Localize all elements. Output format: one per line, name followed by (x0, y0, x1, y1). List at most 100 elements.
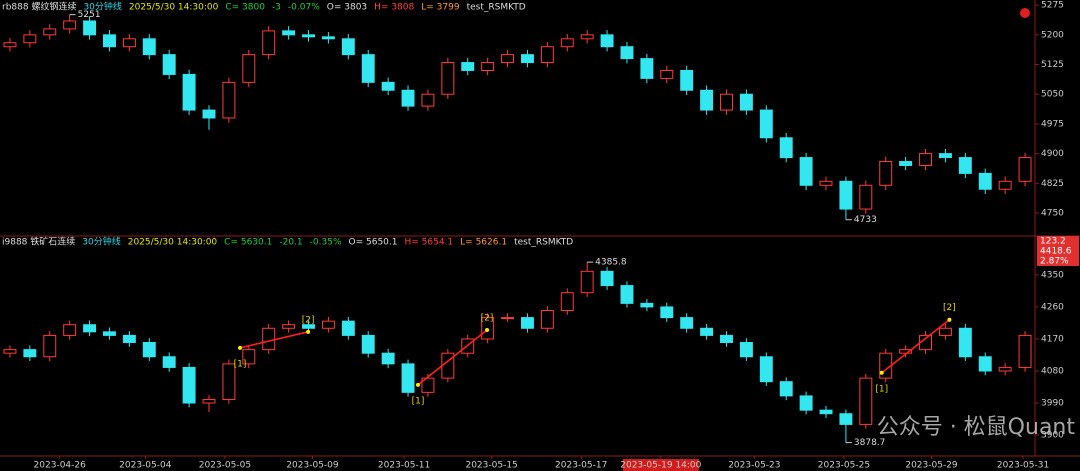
candle-body (938, 153, 952, 159)
candle-body (262, 327, 276, 351)
info-text: 30分钟线 (83, 1, 121, 13)
candle-body (620, 46, 634, 60)
candle-body (83, 324, 97, 333)
candle-body (302, 324, 315, 329)
candle-body (381, 81, 395, 91)
y-tick-label: 4975 (1041, 119, 1064, 129)
signal-point (485, 328, 490, 333)
y-tick-label: 3990 (1041, 399, 1064, 409)
candle-body (560, 292, 574, 311)
y-tick-label: 5200 (1041, 30, 1064, 40)
y-tick-label: 4750 (1041, 208, 1064, 218)
y-tick-label: 3900 (1041, 431, 1064, 441)
x-tick-label: 2023-05-25 (818, 461, 870, 471)
candle-body (819, 180, 833, 186)
candle-body (162, 356, 176, 368)
candle-body (799, 395, 813, 411)
candle-body (501, 317, 515, 320)
info-text: 2025/5/30 14:30:00 (128, 238, 218, 248)
candle-body (341, 38, 355, 56)
y-tick-label: 4260 (1041, 302, 1064, 312)
candle-body (3, 349, 17, 354)
candle-body (720, 334, 733, 344)
candle-body (162, 54, 176, 75)
signal-label: [1] (875, 384, 888, 394)
candle-body (43, 334, 57, 358)
info-text: L= 3799 (421, 3, 460, 13)
alert-icon (1020, 8, 1030, 18)
candle-body (739, 342, 753, 358)
y-tick-label: 4350 (1041, 270, 1064, 280)
candle-body (63, 20, 77, 30)
annotation: 3878.7 (854, 438, 886, 448)
candle-body (779, 381, 793, 397)
price-tag: 123.2 (1040, 237, 1066, 247)
info-text: 2025/5/30 14:30:00 (129, 3, 219, 13)
signal-label: [1] (412, 396, 425, 406)
candle-body (978, 172, 992, 190)
candle-body (998, 366, 1012, 372)
y-tick-label: 4080 (1041, 366, 1064, 376)
candle-body (978, 356, 992, 372)
price-tag: 4418.6 (1040, 247, 1072, 257)
signal-point (238, 345, 243, 350)
signal-point (947, 317, 952, 322)
price-tag-bg (1037, 246, 1079, 256)
candle-body (421, 377, 435, 393)
candle-body (122, 334, 136, 344)
signal-point (415, 382, 420, 387)
candle-body (23, 34, 37, 44)
price-tag: 2.87% (1040, 257, 1069, 267)
candle-body (3, 42, 17, 48)
candle-body (441, 62, 455, 95)
signal-label: [1] (234, 359, 247, 369)
candle-body (839, 180, 853, 210)
annotation: 4385.8 (595, 258, 627, 268)
candle-body (202, 398, 216, 404)
x-tick-label: 2023-05-23 (728, 461, 780, 471)
candle-body (381, 352, 395, 365)
candle-body (839, 413, 853, 425)
price-tag-bg (1037, 256, 1079, 266)
candle-body (501, 54, 515, 64)
candle-body (600, 34, 614, 48)
signal-label: [2] (943, 303, 956, 313)
candle-body (142, 342, 156, 358)
info-text: test_RSMKTD (514, 238, 573, 248)
watermark: 公众号 · 松鼠Quant (877, 415, 1076, 440)
signal-line (881, 319, 950, 374)
candle-body (401, 89, 415, 107)
info-text: L= 5626.1 (460, 238, 507, 248)
candle-body (1018, 334, 1032, 368)
info-text: O= 5650.1 (349, 238, 398, 248)
candle-body (222, 363, 236, 400)
candle-body (63, 324, 77, 336)
signal-line (417, 329, 488, 386)
candle-body (262, 30, 276, 56)
info-text: i9888 铁矿石连续 (2, 236, 75, 248)
signal-label: [2] (302, 315, 315, 325)
candle-body (421, 93, 435, 107)
y-tick-label: 5125 (1041, 60, 1064, 70)
price-tag-bg (1037, 236, 1079, 246)
candle-body (242, 349, 256, 365)
candle-body (23, 349, 37, 358)
candle-body (958, 327, 972, 358)
candle-body (560, 38, 574, 48)
candle-body (938, 327, 952, 336)
candle-body (640, 302, 654, 308)
candle-body (461, 62, 475, 71)
candle-body (620, 285, 634, 304)
info-text: H= 5654.1 (404, 238, 453, 248)
candle-body (282, 324, 296, 329)
signal-label: [2] (481, 314, 494, 324)
y-tick-label: 4900 (1041, 149, 1064, 159)
candle-body (600, 270, 614, 287)
candle-body (83, 20, 97, 36)
info-text: -3 (272, 3, 281, 13)
info-text: -0.07% (288, 3, 320, 13)
candle-body (43, 28, 57, 36)
candle-body (520, 54, 534, 64)
candle-body (700, 89, 714, 111)
